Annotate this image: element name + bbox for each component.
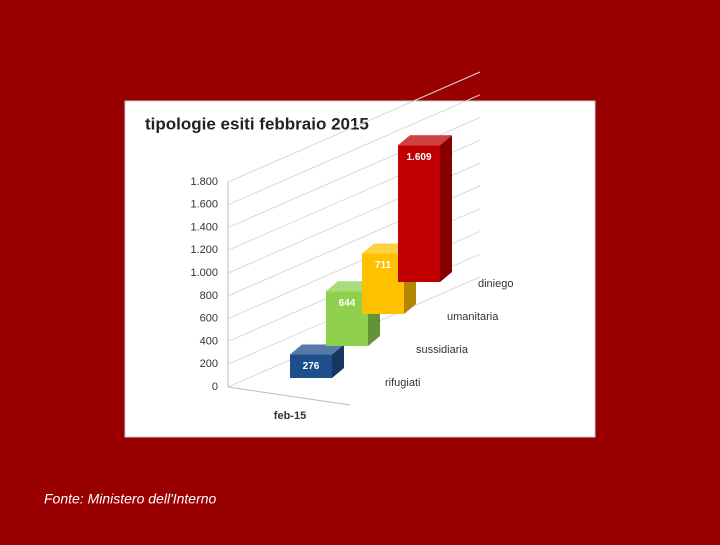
series-label: diniego [478, 278, 513, 290]
source-note: Fonte: Ministero dell'Interno [44, 491, 217, 507]
grid-line [227, 71, 481, 183]
y-tick-label: 800 [200, 290, 218, 302]
value-label: 644 [339, 298, 356, 309]
bar [398, 145, 440, 282]
grid-line [227, 94, 481, 206]
y-tick-label: 1.600 [190, 199, 218, 211]
y-tick-label: 0 [212, 381, 218, 393]
bar [362, 253, 404, 314]
y-tick-label: 1.800 [190, 176, 218, 188]
bar-side-shade [440, 135, 452, 282]
bar-side [332, 344, 344, 378]
y-tick-label: 1.400 [190, 221, 218, 233]
y-tick-label: 1.000 [190, 267, 218, 279]
value-label: 711 [375, 260, 392, 271]
series-label: sussidiaria [416, 344, 469, 356]
series-label: umanitaria [447, 311, 499, 323]
bar-top [398, 135, 452, 146]
bar [290, 354, 332, 378]
y-tick-label: 400 [200, 335, 218, 347]
y-tick-label: 1.200 [190, 244, 218, 256]
y-tick-label: 600 [200, 313, 218, 325]
bar-side-shade [332, 344, 344, 378]
y-tick-label: 200 [200, 358, 218, 370]
bar-top-light [290, 344, 344, 355]
bar-top [290, 344, 344, 355]
chart-title: tipologie esiti febbraio 2015 [145, 114, 369, 133]
value-label: 276 [303, 361, 320, 372]
bar-side [440, 135, 452, 282]
series-label: rifugiati [385, 377, 420, 389]
x-tick-label: feb-15 [274, 410, 306, 422]
value-label: 1.609 [406, 152, 431, 163]
floor-line [227, 386, 351, 406]
chart-panel [124, 100, 596, 438]
bar [326, 291, 368, 346]
bar-top-light [398, 135, 452, 146]
